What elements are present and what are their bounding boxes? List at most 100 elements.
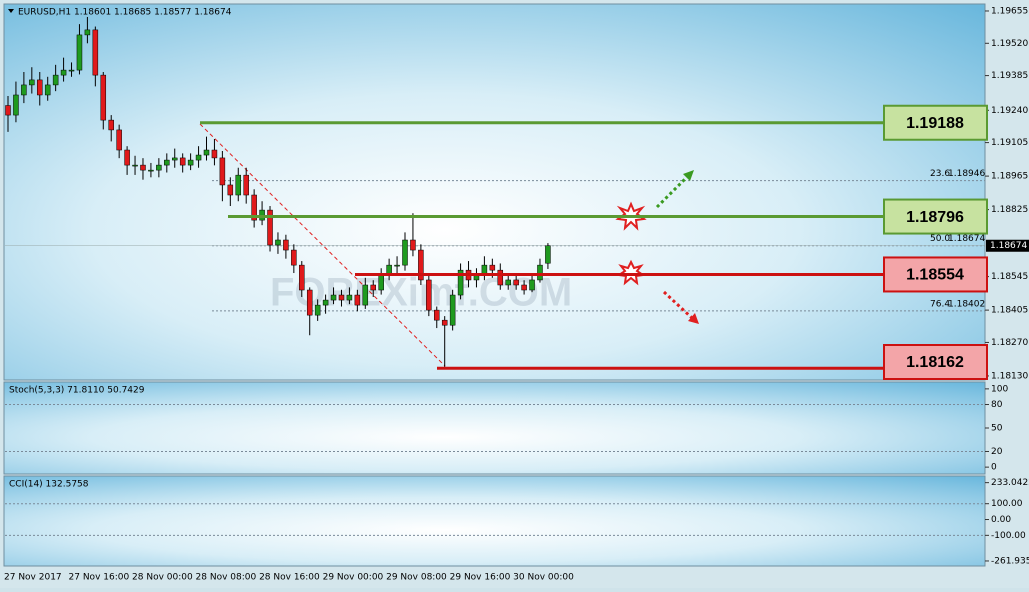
- candle-body: [545, 245, 551, 264]
- candle-body: [283, 239, 289, 251]
- candle-body: [37, 79, 43, 96]
- menu-arrow: [8, 9, 14, 13]
- y-tick-label: 100: [991, 384, 1008, 394]
- main-panel: [3, 3, 986, 381]
- y-tick-label: 0: [991, 463, 997, 473]
- candle-body: [449, 294, 456, 326]
- candle-body: [513, 279, 519, 286]
- y-tick-label: 100.00: [991, 499, 1023, 509]
- candle-body: [410, 239, 416, 251]
- level-label: 1.18554: [906, 267, 964, 284]
- candle-body: [108, 119, 114, 131]
- x-tick-label: 27 Nov 16:00: [69, 573, 130, 583]
- candle-body: [497, 269, 504, 286]
- current-price-label: 1.18674: [990, 241, 1027, 251]
- candle-body: [148, 169, 154, 172]
- y-tick-label: 1.19655: [991, 6, 1028, 16]
- candle-body: [29, 79, 35, 86]
- y-tick-label: 50: [991, 424, 1003, 434]
- candle-body: [52, 74, 59, 86]
- y-tick-label: 1.19240: [991, 106, 1028, 116]
- y-tick-label: 1.19385: [991, 71, 1028, 81]
- level-label: 1.18162: [906, 354, 964, 371]
- y-tick-label: 1.18545: [991, 272, 1028, 282]
- candle-body: [92, 29, 99, 76]
- candle-body: [346, 294, 353, 301]
- y-tick-label: 20: [991, 447, 1003, 457]
- candle-body: [124, 149, 130, 166]
- level-box: [883, 198, 988, 235]
- x-tick-label: 27 Nov 2017: [4, 573, 62, 583]
- x-tick-label: 28 Nov 08:00: [196, 573, 257, 583]
- y-tick-label: -100.00: [991, 531, 1026, 541]
- candle-body: [529, 279, 535, 291]
- candle-body: [13, 94, 19, 116]
- candle-body: [76, 34, 83, 71]
- candle-body: [195, 154, 202, 161]
- candle-body: [100, 74, 107, 121]
- candle-body: [505, 279, 511, 286]
- candle-body: [322, 299, 329, 306]
- candle-body: [426, 279, 432, 311]
- candle-body: [5, 105, 11, 116]
- panel-title: CCI(14) 132.5758: [9, 480, 89, 490]
- candle-body: [394, 264, 400, 267]
- candle-body: [171, 157, 178, 161]
- fib-level: 76.4: [930, 299, 950, 309]
- x-tick-label: 29 Nov 00:00: [323, 573, 384, 583]
- candle-body: [164, 159, 170, 166]
- candle-body: [489, 264, 496, 271]
- candle-body: [441, 319, 448, 326]
- panel-title: Stoch(5,3,3) 71.8110 50.7429: [9, 386, 145, 396]
- y-tick-label: -261.935: [991, 556, 1029, 566]
- fib-price: 1.18674: [948, 234, 985, 244]
- candle-body: [132, 164, 138, 167]
- candle-body: [299, 264, 305, 291]
- candle-body: [44, 84, 51, 96]
- candle-body: [227, 184, 234, 196]
- candle-body: [434, 309, 440, 321]
- down-arrow: [662, 290, 694, 320]
- down-arrow-head: [688, 313, 699, 324]
- fib-level: 50.0: [930, 234, 950, 244]
- y-tick-label: 1.18130: [991, 371, 1028, 381]
- candle-body: [156, 164, 162, 171]
- up-arrow: [655, 174, 690, 209]
- y-tick-label: 233.0422: [991, 478, 1029, 488]
- y-tick-label: 1.18825: [991, 205, 1028, 215]
- y-tick-label: 1.19520: [991, 39, 1028, 49]
- candle-body: [140, 164, 146, 171]
- candle-body: [275, 239, 281, 246]
- cci-panel: [3, 475, 986, 567]
- trend-line: [199, 123, 446, 367]
- up-arrow-head: [683, 170, 694, 181]
- candle-body: [21, 84, 27, 96]
- candle-body: [314, 304, 321, 316]
- candle-body: [211, 149, 218, 159]
- candle-body: [362, 284, 369, 306]
- y-tick-label: 1.18965: [991, 172, 1028, 182]
- y-tick-label: 1.18270: [991, 338, 1028, 348]
- candle-body: [84, 29, 91, 36]
- level-box: [883, 256, 988, 293]
- x-tick-label: 28 Nov 00:00: [132, 573, 193, 583]
- stoch-panel: [3, 381, 986, 475]
- current-price-tag: [986, 239, 1029, 252]
- y-tick-label: 1.19105: [991, 138, 1028, 148]
- candle-body: [291, 249, 297, 266]
- candle-body: [330, 294, 337, 301]
- candle-body: [267, 209, 273, 246]
- candle-body: [338, 294, 345, 301]
- candle-body: [521, 284, 527, 291]
- candle-body: [251, 194, 257, 221]
- level-label: 1.18796: [906, 209, 964, 226]
- candle-body: [68, 69, 75, 72]
- y-tick-label: 80: [991, 400, 1003, 410]
- fib-price: 1.18946: [948, 169, 985, 179]
- x-tick-label: 29 Nov 16:00: [450, 573, 511, 583]
- candle-body: [179, 157, 186, 166]
- candle-body: [187, 159, 194, 166]
- y-tick-label: 0.00: [991, 515, 1011, 525]
